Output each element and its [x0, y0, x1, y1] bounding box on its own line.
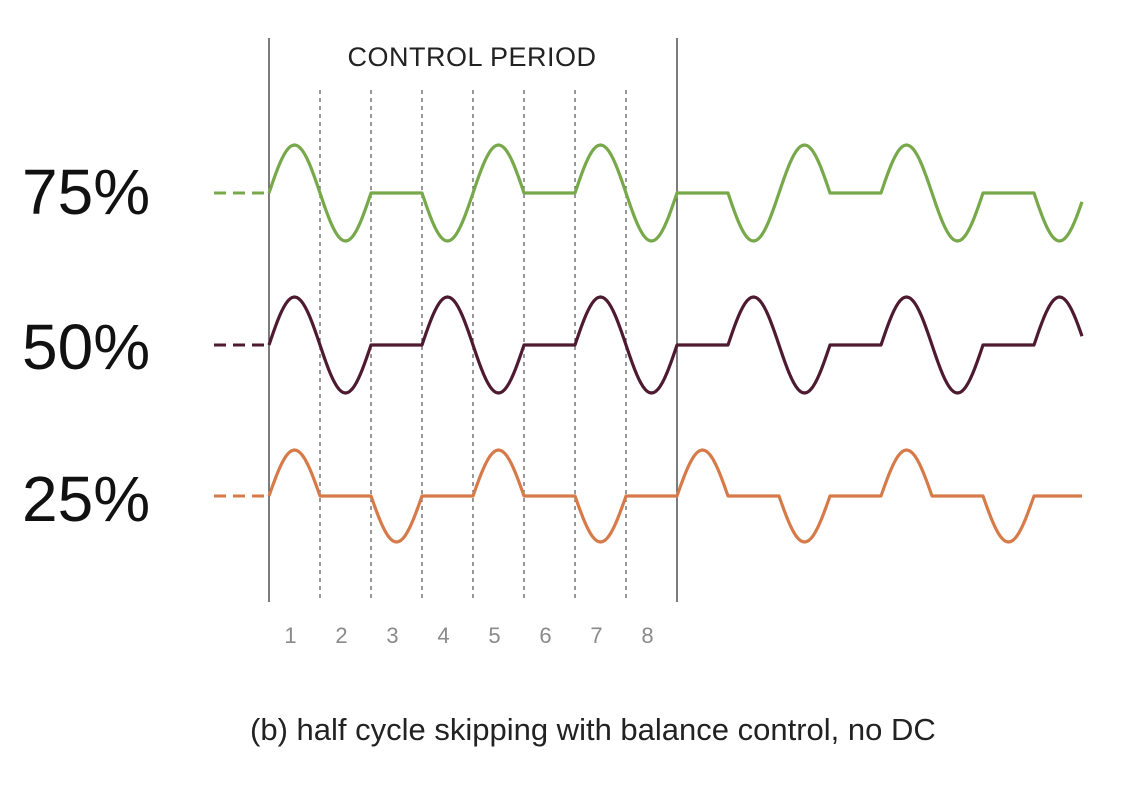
slot-number-8: 8: [641, 623, 653, 648]
row-label-25: 25%: [22, 463, 151, 535]
slot-number-4: 4: [437, 623, 449, 648]
waveform-75-percent: [267, 143, 1084, 243]
waveform-50-percent: [267, 295, 1084, 395]
waveform-25-percent: [267, 448, 1082, 544]
waveforms: [214, 143, 1084, 544]
slot-number-2: 2: [335, 623, 347, 648]
figure-caption: (b) half cycle skipping with balance con…: [250, 712, 936, 747]
slot-number-1: 1: [284, 623, 296, 648]
slot-number-6: 6: [539, 623, 551, 648]
slot-number-7: 7: [590, 623, 602, 648]
row-label-50: 50%: [22, 311, 151, 383]
slot-number-3: 3: [386, 623, 398, 648]
control-period-title: CONTROL PERIOD: [347, 42, 597, 72]
slot-number-5: 5: [488, 623, 500, 648]
row-label-75: 75%: [22, 156, 151, 228]
slot-numbers: 1 2 3 4 5 6 7 8: [284, 623, 653, 648]
